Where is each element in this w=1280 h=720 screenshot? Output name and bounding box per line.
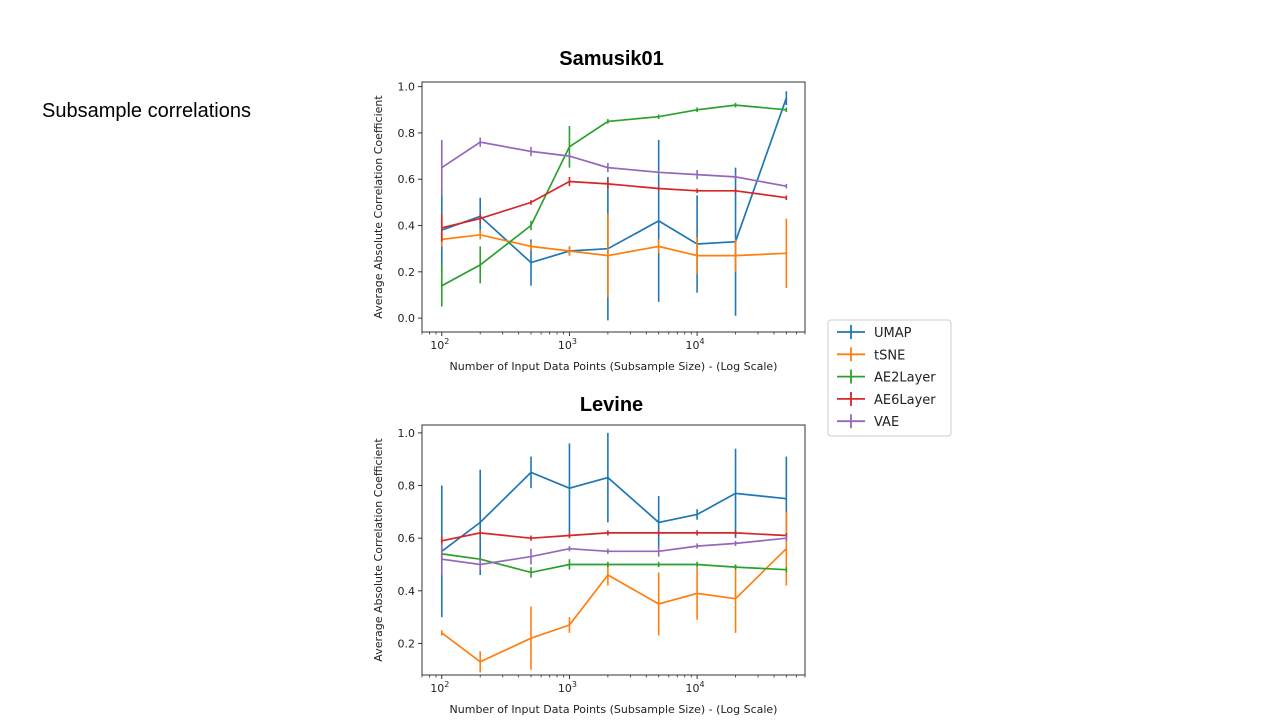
x-axis-label: Number of Input Data Points (Subsample S… [450, 360, 778, 373]
series-line [441, 471, 787, 552]
series-ae2layer [440, 548, 788, 578]
plot-frame [421, 424, 806, 676]
x-axis-label: Number of Input Data Points (Subsample S… [450, 703, 778, 716]
legend-label-tsne: tSNE [874, 348, 905, 363]
legend: UMAP tSNE AE2Layer AE6Layer VAE [827, 319, 952, 437]
chart-0: Samusik01 0.0 0.2 0.4 0.6 0.8 1.0 102 103 104 Numb… [372, 48, 806, 373]
series-line [441, 553, 787, 574]
series-line [441, 537, 787, 566]
plot-frame [421, 81, 806, 333]
y-tick-label: 0.8 [398, 127, 416, 140]
series-line [441, 104, 787, 287]
series-vae [440, 137, 788, 196]
y-tick-label: 0.2 [398, 637, 416, 650]
y-tick-label: 0.6 [398, 532, 416, 545]
x-tick-label: 103 [558, 337, 577, 352]
legend-label-vae: VAE [874, 415, 899, 430]
series-line [441, 548, 787, 663]
y-axis-label: Average Absolute Correlation Coefficient [372, 95, 385, 319]
series-ae2layer [440, 102, 788, 307]
y-tick-label: 1.0 [398, 81, 416, 94]
legend-label-ae2layer: AE2Layer [874, 371, 936, 386]
series-line [441, 233, 787, 257]
x-tick-label: 104 [686, 680, 705, 695]
series-umap [440, 432, 788, 618]
y-tick-label: 0.8 [398, 480, 416, 493]
chart-title: Levine [580, 394, 643, 416]
y-tick-label: 0.0 [398, 312, 416, 325]
slide-heading: Subsample correlations [42, 100, 251, 122]
series-line [441, 141, 787, 188]
chart-1: Levine 0.2 0.4 0.6 0.8 1.0 102 103 104 Number of … [372, 394, 806, 716]
series-umap [440, 91, 788, 321]
series-tsne [440, 213, 788, 298]
x-tick-label: 104 [686, 337, 705, 352]
legend-label-ae6layer: AE6Layer [874, 393, 936, 408]
series-line [441, 180, 787, 229]
chart-title: Samusik01 [559, 48, 664, 70]
y-tick-label: 0.4 [398, 220, 416, 233]
y-tick-label: 0.2 [398, 266, 416, 279]
series-line [441, 532, 787, 542]
series-tsne [440, 511, 788, 673]
y-tick-label: 0.4 [398, 585, 416, 598]
series-vae [440, 535, 788, 575]
y-tick-label: 1.0 [398, 427, 416, 440]
x-tick-label: 103 [558, 680, 577, 695]
y-axis-label: Average Absolute Correlation Coefficient [372, 438, 385, 662]
y-tick-label: 0.6 [398, 173, 416, 186]
x-tick-label: 102 [430, 680, 449, 695]
x-tick-label: 102 [430, 337, 449, 352]
legend-label-umap: UMAP [874, 326, 912, 341]
series-ae6layer [440, 176, 788, 242]
legend-box [827, 319, 952, 437]
